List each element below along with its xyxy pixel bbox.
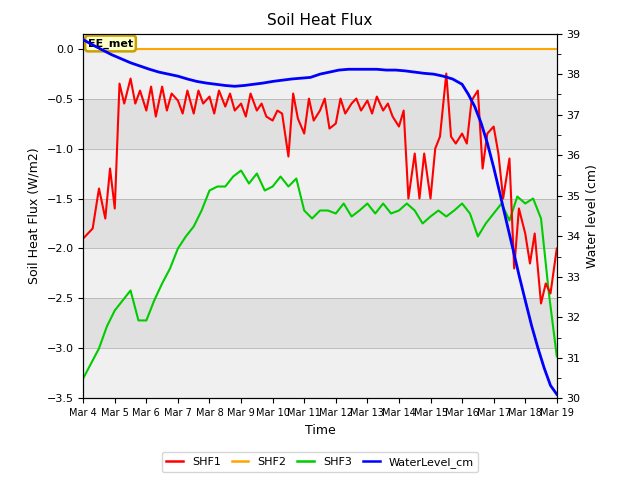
Bar xyxy=(83,98,557,148)
Bar xyxy=(83,348,557,398)
Text: EE_met: EE_met xyxy=(88,38,133,48)
Bar xyxy=(83,299,557,348)
Bar xyxy=(83,249,557,299)
Bar xyxy=(83,48,557,98)
Bar xyxy=(83,148,557,199)
Title: Soil Heat Flux: Soil Heat Flux xyxy=(268,13,372,28)
X-axis label: Time: Time xyxy=(305,424,335,437)
Legend: SHF1, SHF2, SHF3, WaterLevel_cm: SHF1, SHF2, SHF3, WaterLevel_cm xyxy=(162,452,478,472)
Bar xyxy=(83,199,557,249)
Y-axis label: Water level (cm): Water level (cm) xyxy=(586,164,599,268)
Y-axis label: Soil Heat Flux (W/m2): Soil Heat Flux (W/m2) xyxy=(28,148,41,284)
